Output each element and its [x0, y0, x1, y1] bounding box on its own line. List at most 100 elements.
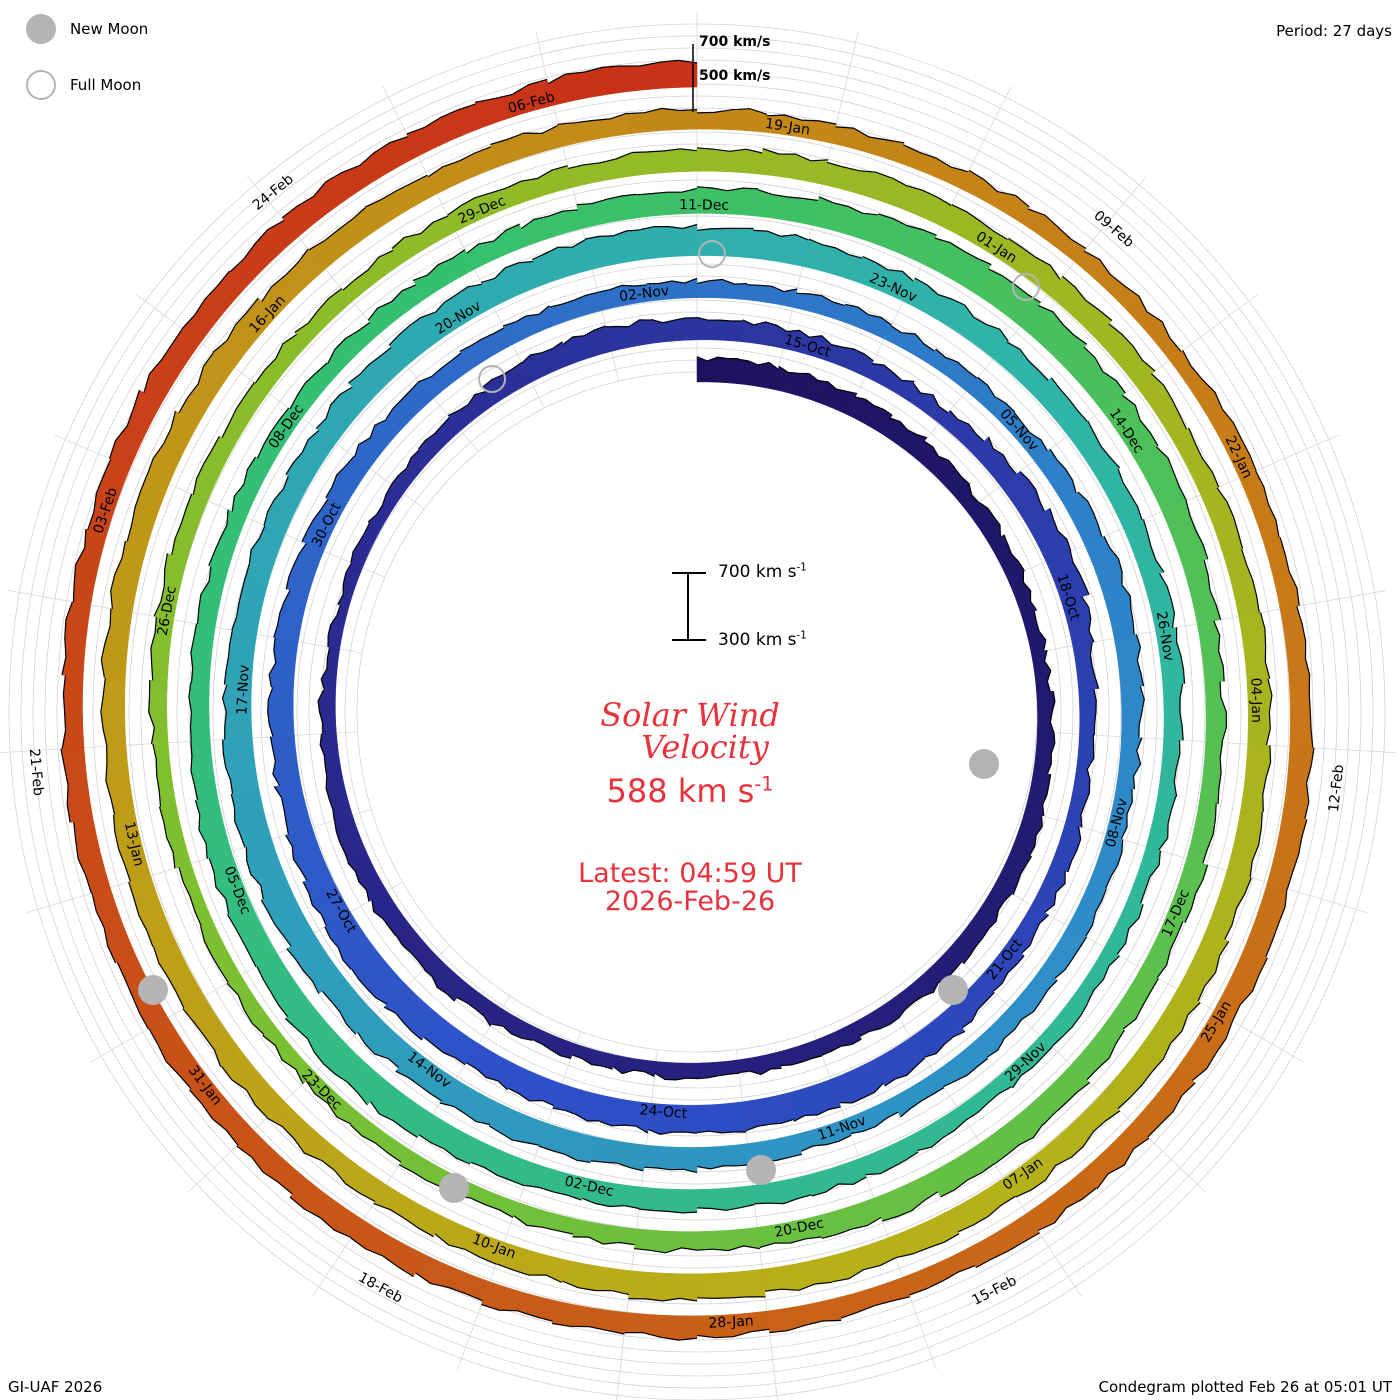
velocity-outline [992, 955, 1025, 992]
velocity-outline [739, 1067, 782, 1076]
velocity-segment [268, 637, 299, 689]
velocity-segment [126, 474, 170, 548]
center-scale-bottom: 300 km s-1 [718, 630, 807, 650]
velocity-outline [975, 1232, 1040, 1269]
velocity-outline [231, 456, 257, 512]
velocity-segment [605, 319, 655, 352]
velocity-segment [73, 528, 107, 606]
velocity-outline [350, 522, 371, 563]
velocity-outline [128, 881, 154, 947]
velocity-outline [285, 430, 320, 475]
date-label: 02-Nov [618, 283, 670, 305]
velocity-outline [961, 992, 995, 1029]
velocity-outline [367, 284, 417, 321]
velocity-outline [1096, 1137, 1150, 1190]
velocity-segment [928, 1142, 995, 1198]
velocity-outline [636, 187, 698, 196]
velocity-segment [567, 152, 635, 188]
velocity-outline [182, 1008, 222, 1067]
velocity-outline [1162, 1002, 1201, 1060]
velocity-outline [262, 1034, 304, 1085]
velocity-segment [835, 1276, 911, 1319]
velocity-outline [1006, 341, 1049, 382]
velocity-segment [320, 646, 340, 692]
velocity-segment [643, 1144, 698, 1173]
velocity-outline [112, 814, 132, 882]
velocity-outline [1120, 788, 1133, 840]
velocity-outline [1202, 803, 1217, 864]
velocity-outline [1049, 508, 1072, 551]
new-moon-marker [938, 975, 968, 1005]
new-moon-label: New Moon [70, 20, 149, 38]
velocity-outline [891, 176, 952, 207]
velocity-outline [817, 379, 858, 395]
velocity-segment [1084, 536, 1123, 592]
velocity-segment [1226, 807, 1263, 878]
velocity-segment [624, 1312, 698, 1341]
velocity-outline [347, 862, 370, 902]
date-label: 18-Feb [356, 1270, 406, 1307]
velocity-outline [1022, 571, 1038, 611]
velocity-outline [72, 528, 87, 603]
velocity-outline [1049, 448, 1077, 494]
velocity-outline [388, 312, 435, 346]
velocity-segment [459, 327, 513, 370]
velocity-outline [862, 255, 914, 282]
velocity-outline [1179, 683, 1184, 741]
velocity-outline [474, 78, 548, 103]
velocity-outline [986, 1018, 1023, 1058]
velocity-outline [350, 1124, 402, 1163]
date-label: 26-Nov [1153, 610, 1177, 662]
velocity-outline [1117, 1058, 1164, 1110]
velocity-segment [696, 279, 748, 300]
velocity-outline [327, 321, 371, 364]
velocity-outline [466, 223, 520, 254]
velocity-outline [865, 1151, 919, 1176]
velocity-segment [1186, 800, 1217, 864]
velocity-outline [1054, 936, 1088, 979]
velocity-segment [91, 887, 136, 964]
date-label: 24-Oct [639, 1102, 688, 1122]
velocity-outline [988, 268, 1041, 304]
velocity-rings [60, 44, 1315, 1341]
velocity-segment [195, 796, 232, 860]
velocity-outline [146, 410, 177, 476]
velocity-outline [696, 356, 739, 362]
velocity-outline [268, 637, 277, 688]
velocity-segment [505, 165, 574, 207]
current-velocity: 588 km s-1 [606, 772, 774, 810]
velocity-segment [816, 1197, 882, 1239]
velocity-outline [1081, 596, 1095, 643]
velocity-outline [367, 484, 393, 523]
velocity-segment [1050, 821, 1081, 873]
velocity-outline [612, 1065, 655, 1077]
velocity-outline [561, 1280, 630, 1296]
velocity-outline [143, 328, 183, 393]
velocity-outline [968, 169, 1030, 208]
velocity-outline [481, 260, 534, 283]
velocity-outline [571, 1054, 613, 1070]
velocity-outline [1213, 620, 1225, 682]
velocity-outline [638, 1208, 698, 1214]
full-moon-marker [698, 240, 726, 268]
velocity-outline [491, 1023, 533, 1041]
velocity-outline [308, 207, 366, 251]
velocity-segment [1116, 736, 1143, 790]
velocity-segment [159, 803, 192, 869]
velocity-outline [1132, 737, 1143, 790]
velocity-outline [878, 213, 937, 236]
velocity-outline [109, 389, 140, 459]
velocity-outline [341, 136, 409, 173]
velocity-outline [427, 146, 492, 178]
velocity-outline [830, 343, 874, 362]
velocity-segment [418, 1113, 482, 1165]
velocity-segment [513, 1202, 578, 1235]
grid-spoke [7, 590, 363, 654]
velocity-outline [1224, 877, 1252, 940]
velocity-segment [887, 1210, 960, 1258]
velocity-outline [1249, 811, 1263, 878]
velocity-outline [978, 501, 1001, 537]
velocity-outline [940, 1163, 995, 1198]
velocity-segment [128, 875, 175, 948]
date-label: 09-Feb [1090, 208, 1137, 251]
